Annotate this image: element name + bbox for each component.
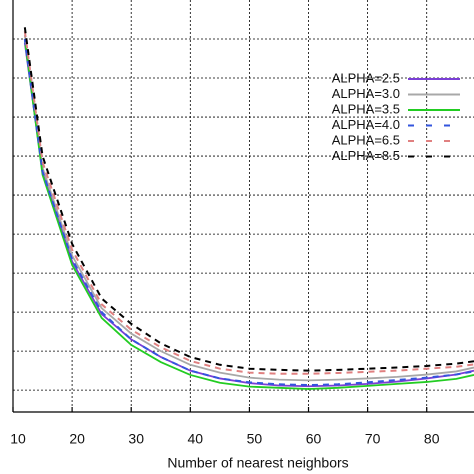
legend-label: ALPHA=3.5 bbox=[332, 101, 400, 116]
x-tick-label: 50 bbox=[247, 431, 263, 447]
series-line bbox=[23, 38, 474, 387]
x-tick-label: 60 bbox=[306, 431, 322, 447]
legend: ALPHA=2.5ALPHA=3.0ALPHA=3.5ALPHA=4.0ALPH… bbox=[332, 70, 460, 163]
x-tick-label: 80 bbox=[424, 431, 440, 447]
series-line bbox=[23, 34, 474, 382]
series-line bbox=[23, 42, 474, 388]
legend-label: ALPHA=2.5 bbox=[332, 70, 400, 85]
plot-lines bbox=[23, 27, 474, 390]
legend-label: ALPHA=4.0 bbox=[332, 117, 400, 132]
x-tick-label: 30 bbox=[128, 431, 144, 447]
x-tick-label: 20 bbox=[69, 431, 85, 447]
x-axis-label: Number of nearest neighbors bbox=[167, 455, 348, 471]
x-tick-label: 10 bbox=[10, 431, 26, 447]
legend-label: ALPHA=3.0 bbox=[332, 86, 400, 101]
series-line bbox=[23, 27, 474, 372]
series-line bbox=[23, 31, 474, 375]
x-tick-label: 70 bbox=[365, 431, 381, 447]
series-line bbox=[23, 39, 474, 390]
legend-label: ALPHA=6.5 bbox=[332, 132, 400, 147]
legend-label: ALPHA=8.5 bbox=[332, 148, 400, 163]
x-tick-label: 40 bbox=[188, 431, 204, 447]
